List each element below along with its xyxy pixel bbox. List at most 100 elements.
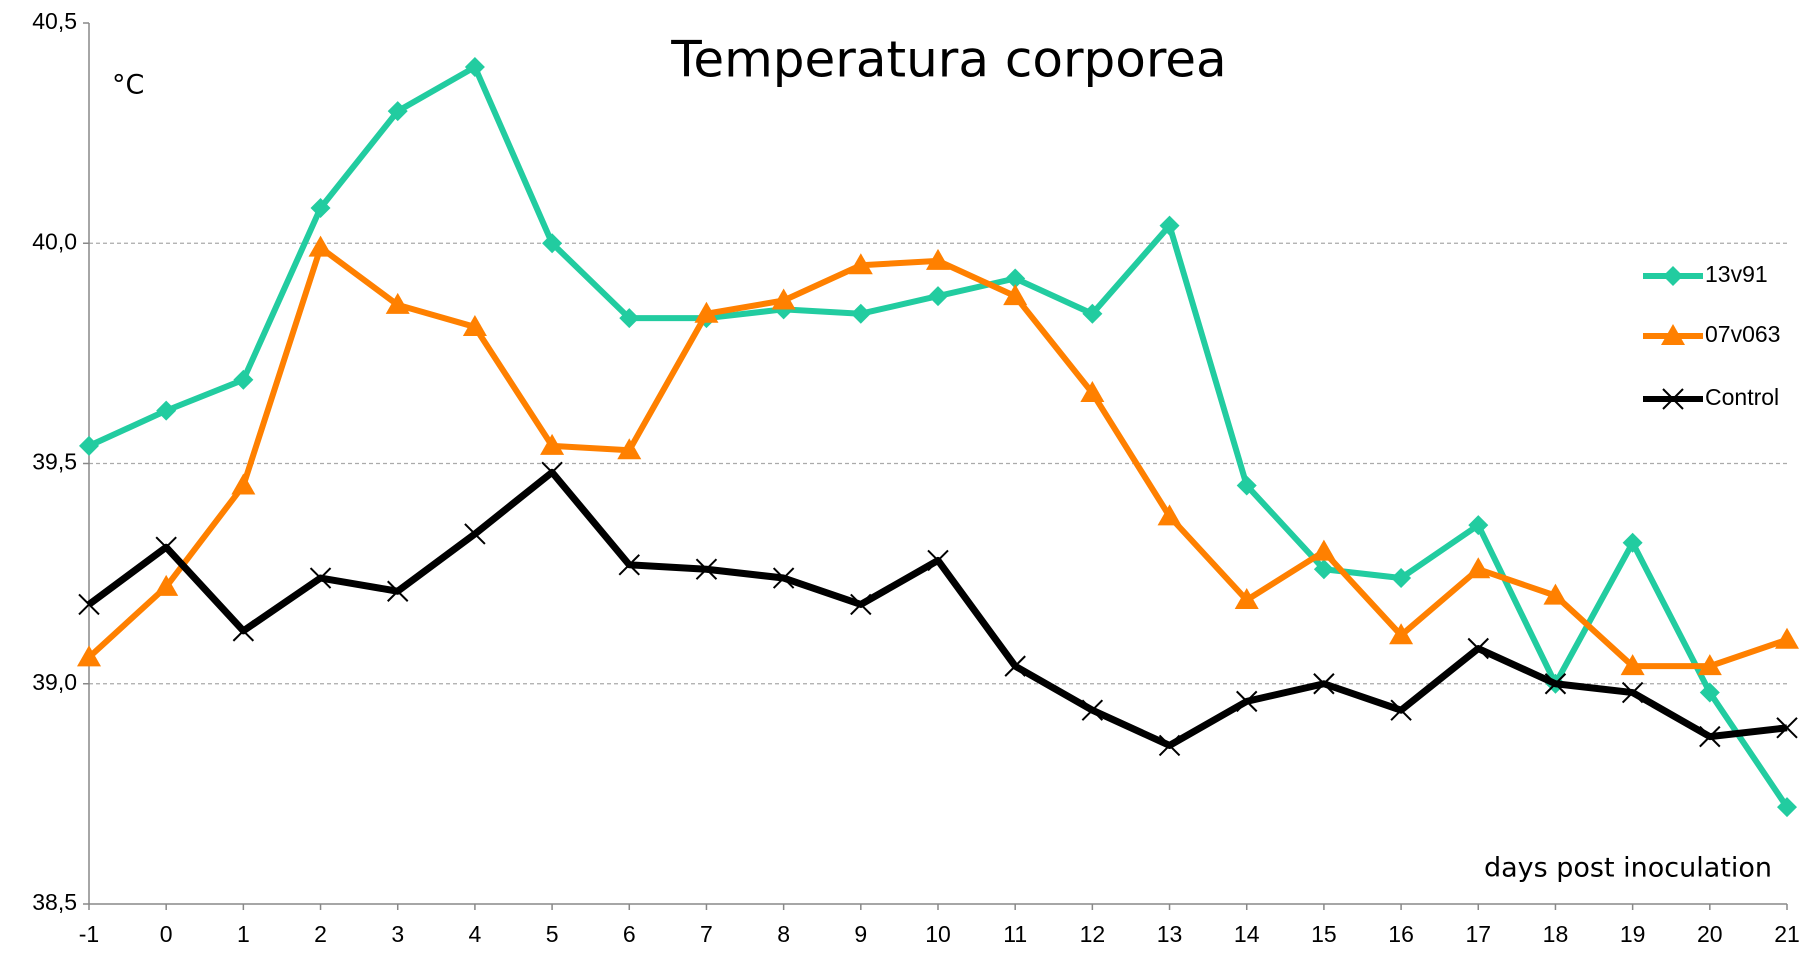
- data-point: [1157, 504, 1182, 526]
- x-tick-label: 1: [237, 921, 250, 947]
- data-point: [1775, 627, 1799, 649]
- data-point: [308, 235, 333, 257]
- data-point: [1005, 268, 1026, 289]
- x-tick-label: 7: [700, 921, 713, 947]
- data-point: [1003, 284, 1028, 306]
- data-point: [79, 435, 99, 456]
- x-tick-label: 9: [854, 921, 867, 947]
- data-point: [154, 574, 179, 596]
- data-point: [387, 580, 409, 602]
- y-tick-label: 39,0: [32, 669, 77, 695]
- data-point: [464, 523, 486, 545]
- x-tick-label: 3: [391, 921, 404, 947]
- data-point: [387, 101, 408, 122]
- data-point: [1620, 654, 1645, 676]
- x-tick-label: 8: [777, 921, 790, 947]
- data-point: [1391, 568, 1412, 589]
- data-point: [850, 593, 872, 616]
- legend-label: Control: [1705, 384, 1779, 410]
- data-point: [464, 57, 485, 78]
- x-tick-label: 15: [1311, 921, 1337, 947]
- data-point: [1776, 717, 1798, 739]
- x-tick-label: 6: [623, 921, 636, 947]
- data-point: [927, 549, 949, 572]
- data-point: [1236, 475, 1257, 496]
- data-point: [1080, 381, 1105, 403]
- data-point: [1159, 215, 1180, 236]
- data-point: [1390, 699, 1412, 721]
- data-point: [1234, 588, 1259, 610]
- data-point: [310, 198, 331, 219]
- data-point: [1777, 797, 1797, 818]
- data-point: [233, 369, 254, 390]
- series-line: [86, 244, 1788, 670]
- data-point: [1389, 623, 1414, 645]
- x-tick-label: 19: [1620, 921, 1646, 947]
- data-point: [1699, 682, 1720, 703]
- data-point: [1697, 654, 1722, 676]
- x-tick-label: 5: [546, 921, 559, 947]
- data-point: [462, 314, 487, 336]
- y-tick-label: 39,5: [32, 449, 77, 475]
- data-point: [1158, 734, 1181, 757]
- data-point: [231, 473, 256, 495]
- x-tick-label: 18: [1543, 921, 1569, 947]
- data-point: [78, 593, 100, 616]
- y-tick-label: 40,0: [32, 228, 77, 254]
- legend-marker: [1662, 388, 1684, 410]
- data-point: [542, 233, 563, 254]
- data-point: [1004, 655, 1026, 677]
- x-tick-label: 4: [469, 921, 482, 947]
- y-axis-label: °C: [112, 70, 144, 101]
- data-point: [1236, 690, 1258, 713]
- data-point: [232, 620, 255, 642]
- x-tick-label: 10: [925, 921, 951, 947]
- data-point: [541, 461, 563, 484]
- legend-marker: [1663, 266, 1683, 286]
- data-point: [1621, 681, 1644, 704]
- series-line: [86, 468, 1788, 749]
- data-point: [618, 554, 640, 576]
- x-tick-label: 12: [1080, 921, 1106, 947]
- data-point: [1543, 583, 1568, 605]
- data-point: [385, 292, 410, 314]
- data-point: [77, 645, 101, 667]
- legend-label: 13v91: [1705, 261, 1768, 287]
- series-line: [87, 64, 1790, 809]
- x-tick-label: 16: [1388, 921, 1414, 947]
- x-tick-label: 17: [1465, 921, 1491, 947]
- x-tick-label: 14: [1234, 921, 1260, 947]
- data-point: [1081, 699, 1104, 721]
- data-point: [1311, 539, 1336, 561]
- data-point: [155, 536, 177, 558]
- data-point: [771, 288, 796, 310]
- data-point: [772, 567, 795, 589]
- x-tick-label: 20: [1697, 921, 1723, 947]
- data-point: [926, 248, 950, 270]
- data-point: [617, 438, 642, 460]
- data-point: [848, 253, 873, 275]
- chart-title: Temperatura corporea: [670, 31, 1226, 89]
- data-point: [156, 400, 177, 421]
- y-tick-label: 38,5: [32, 889, 77, 915]
- data-point: [1622, 532, 1643, 553]
- x-axis-label: days post inoculation: [1484, 853, 1772, 884]
- x-tick-label: 0: [160, 921, 173, 947]
- data-point: [1544, 673, 1567, 695]
- data-point: [1468, 515, 1489, 536]
- data-point: [1313, 673, 1335, 695]
- x-tick-label: 2: [314, 921, 327, 947]
- data-point: [1699, 725, 1721, 748]
- y-tick-label: 40,5: [32, 8, 77, 34]
- x-tick-label: -1: [79, 921, 99, 947]
- data-point: [695, 558, 718, 580]
- data-point: [619, 308, 640, 329]
- data-point: [928, 286, 948, 307]
- x-tick-label: 11: [1003, 921, 1027, 947]
- data-point: [1313, 559, 1334, 580]
- data-point: [1467, 637, 1489, 660]
- data-point: [1466, 557, 1491, 579]
- data-point: [540, 433, 565, 455]
- data-point: [694, 301, 719, 323]
